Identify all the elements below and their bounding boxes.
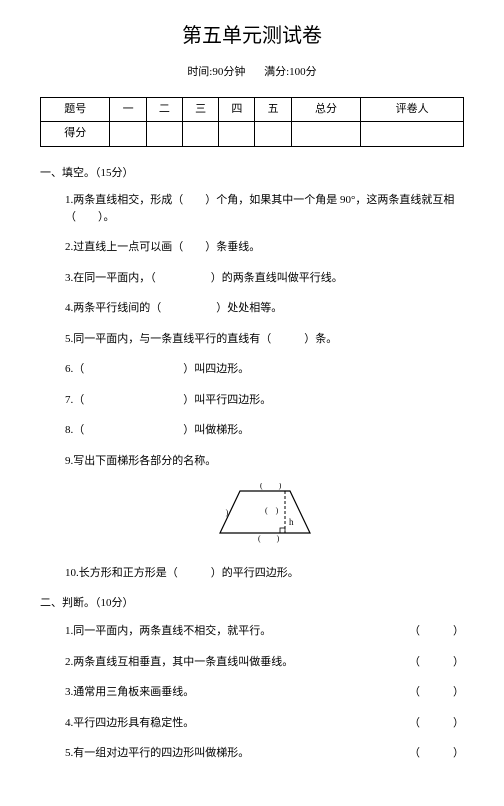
s2-q4: 4.平行四边形具有稳定性。 （ ） [65, 715, 464, 732]
s2-q3-paren: （ ） [409, 684, 464, 701]
s1-q10: 10.长方形和正方形是（ ）的平行四边形。 [65, 565, 464, 582]
th-grader: 评卷人 [361, 97, 464, 122]
s2-q3: 3.通常用三角板来画垂线。 （ ） [65, 684, 464, 701]
s2-q1: 1.同一平面内，两条直线不相交，就平行。 （ ） [65, 623, 464, 640]
th-5: 五 [255, 97, 291, 122]
s1-q4: 4.两条平行线间的（ ）处处相等。 [65, 300, 464, 317]
s2-q1-text: 1.同一平面内，两条直线不相交，就平行。 [65, 625, 271, 637]
s2-q2: 2.两条直线互相垂直，其中一条直线叫做垂线。 （ ） [65, 654, 464, 671]
cell-5 [255, 122, 291, 147]
th-1: 一 [110, 97, 146, 122]
th-total: 总分 [291, 97, 360, 122]
s2-q3-text: 3.通常用三角板来画垂线。 [65, 686, 194, 698]
s1-q5: 5.同一平面内，与一条直线平行的直线有（ ）条。 [65, 331, 464, 348]
section2-list: 1.同一平面内，两条直线不相交，就平行。 （ ） 2.两条直线互相垂直，其中一条… [40, 623, 464, 762]
score-label: 满分:100分 [264, 66, 317, 78]
s1-q3: 3.在同一平面内，（ ）的两条直线叫做平行线。 [65, 270, 464, 287]
cell-3 [182, 122, 218, 147]
trapezoid-svg: h ( ) ( ) ( ) ( ) [210, 483, 320, 543]
s2-q4-paren: （ ） [409, 715, 464, 732]
s2-q2-text: 2.两条直线互相垂直，其中一条直线叫做垂线。 [65, 656, 293, 668]
s1-q8: 8.（ ）叫做梯形。 [65, 422, 464, 439]
row-label: 得分 [41, 122, 110, 147]
score-table: 题号 一 二 三 四 五 总分 评卷人 得分 [40, 97, 464, 147]
svg-text:( ): ( ) [210, 508, 229, 517]
s2-q5-text: 5.有一组对边平行的四边形叫做梯形。 [65, 747, 249, 759]
trapezoid-figure: h ( ) ( ) ( ) ( ) [65, 483, 464, 550]
s2-q2-paren: （ ） [409, 654, 464, 671]
cell-4 [219, 122, 255, 147]
s2-q5: 5.有一组对边平行的四边形叫做梯形。 （ ） [65, 745, 464, 762]
s1-q1: 1.两条直线相交，形成（ ）个角，如果其中一个角是 90°，这两条直线就互相（ … [65, 192, 464, 225]
height-label: h [289, 517, 294, 527]
section2-title: 二、判断。（10分） [40, 595, 464, 613]
th-3: 三 [182, 97, 218, 122]
section1-list: 1.两条直线相交，形成（ ）个角，如果其中一个角是 90°，这两条直线就互相（ … [40, 192, 464, 581]
s1-q2: 2.过直线上一点可以画（ ）条垂线。 [65, 239, 464, 256]
cell-grader [361, 122, 464, 147]
s2-q5-paren: （ ） [409, 745, 464, 762]
page-title: 第五单元测试卷 [40, 20, 464, 52]
svg-text:( ): ( ) [258, 534, 280, 543]
table-header-row: 题号 一 二 三 四 五 总分 评卷人 [41, 97, 464, 122]
subtitle: 时间:90分钟 满分:100分 [40, 64, 464, 82]
s1-q9: 9.写出下面梯形各部分的名称。 [65, 453, 464, 470]
cell-total [291, 122, 360, 147]
time-label: 时间:90分钟 [187, 66, 245, 78]
s1-q7: 7.（ ）叫平行四边形。 [65, 392, 464, 409]
svg-text:( ): ( ) [260, 483, 282, 490]
svg-text:( ): ( ) [265, 506, 279, 515]
cell-2 [146, 122, 182, 147]
th-2: 二 [146, 97, 182, 122]
cell-1 [110, 122, 146, 147]
s1-q6: 6.（ ）叫四边形。 [65, 361, 464, 378]
th-num: 题号 [41, 97, 110, 122]
s2-q4-text: 4.平行四边形具有稳定性。 [65, 717, 194, 729]
table-score-row: 得分 [41, 122, 464, 147]
section1-title: 一、填空。（15分） [40, 165, 464, 183]
th-4: 四 [219, 97, 255, 122]
s2-q1-paren: （ ） [409, 623, 464, 640]
